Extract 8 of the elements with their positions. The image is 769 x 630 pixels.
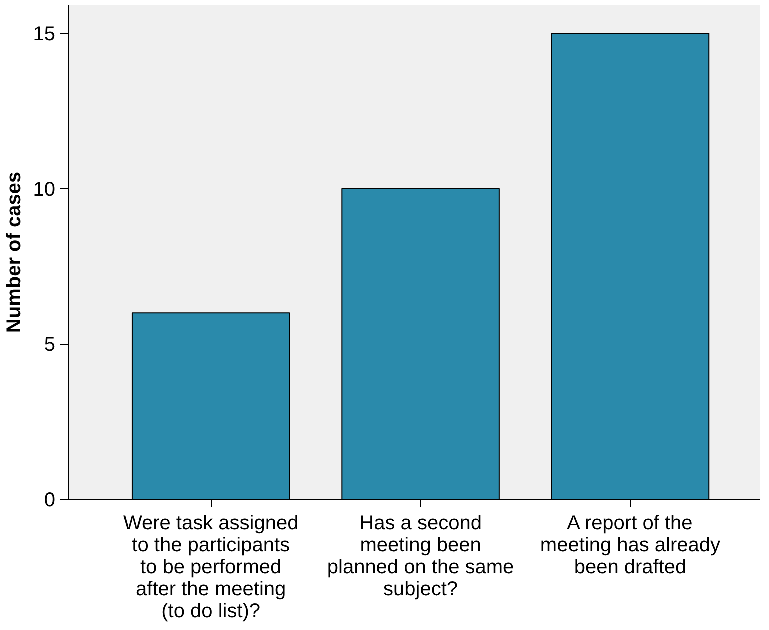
- x-tick-label: Were task assigned to the participants to be performed after the meeting (to do list)?: [123, 512, 299, 622]
- x-tick-label: A report of the meeting has already been drafted: [540, 512, 721, 578]
- y-tick-label: 10: [33, 178, 56, 201]
- y-tick-label: 5: [44, 334, 56, 356]
- x-tick-label: Has a second meeting been planned on the same subject?: [327, 512, 514, 600]
- y-axis-title: Number of cases: [3, 172, 26, 334]
- y-tick-label: 0: [44, 490, 56, 512]
- y-tick-label: 15: [33, 23, 56, 46]
